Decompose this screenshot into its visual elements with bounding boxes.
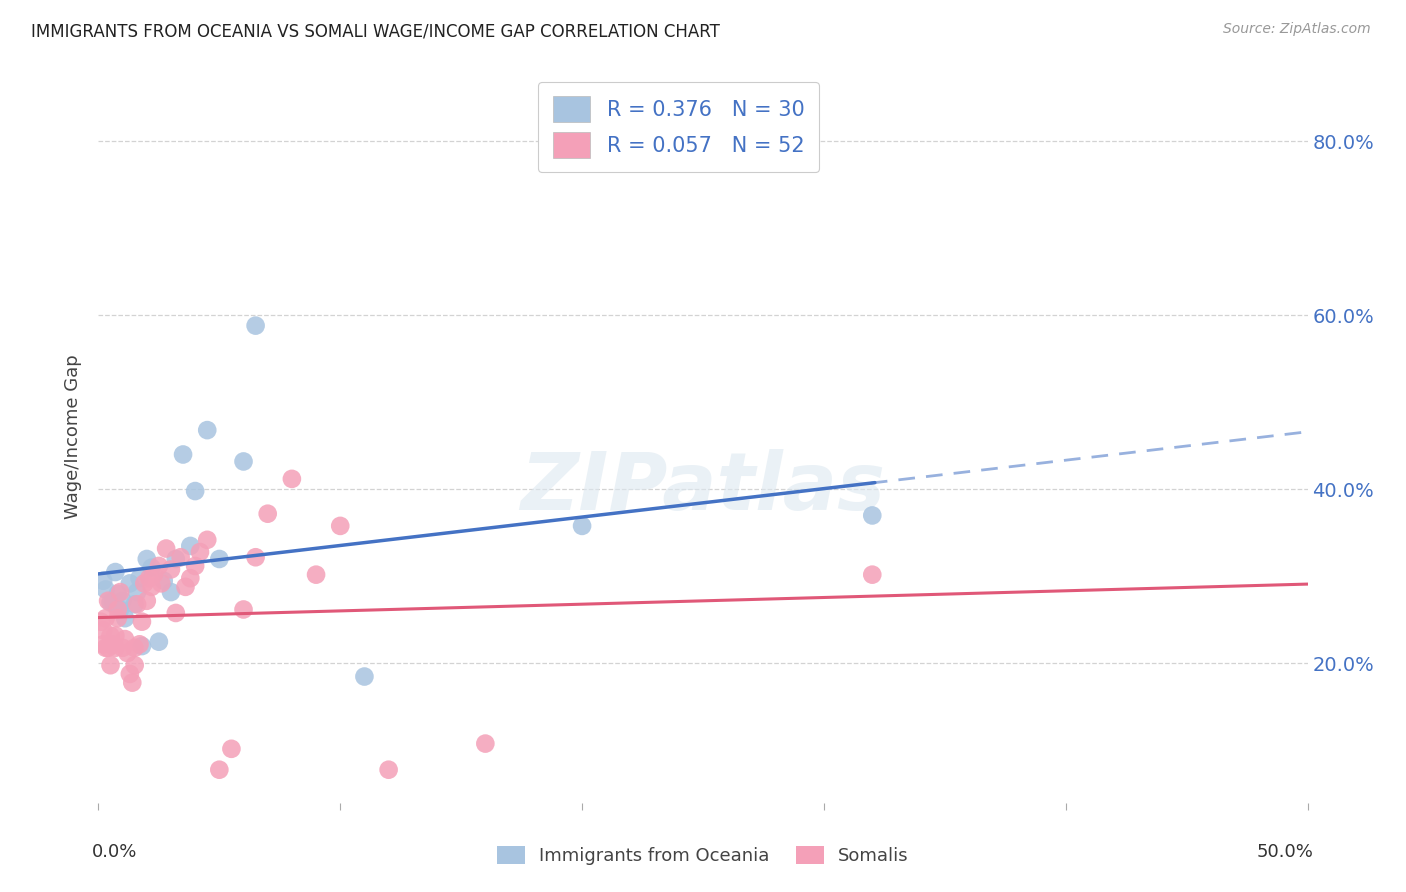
Text: 0.0%: 0.0%	[93, 843, 138, 861]
Point	[124, 597, 146, 611]
Point	[111, 594, 134, 608]
Point	[124, 640, 146, 655]
Point	[232, 602, 254, 616]
Point	[114, 611, 136, 625]
Point	[165, 552, 187, 566]
Point	[160, 562, 183, 576]
Point	[107, 602, 129, 616]
Text: 50.0%: 50.0%	[1257, 843, 1313, 861]
Point	[118, 576, 141, 591]
Point	[165, 606, 187, 620]
Point	[245, 318, 267, 333]
Point	[91, 624, 114, 638]
Point	[195, 533, 218, 547]
Point	[128, 637, 150, 651]
Legend: Immigrants from Oceania, Somalis: Immigrants from Oceania, Somalis	[488, 837, 918, 874]
Point	[150, 576, 173, 591]
Text: ZIPatlas: ZIPatlas	[520, 450, 886, 527]
Point	[152, 574, 174, 588]
Point	[107, 611, 129, 625]
Point	[131, 615, 153, 629]
Point	[179, 539, 201, 553]
Point	[208, 552, 231, 566]
Point	[91, 574, 114, 588]
Text: IMMIGRANTS FROM OCEANIA VS SOMALI WAGE/INCOME GAP CORRELATION CHART: IMMIGRANTS FROM OCEANIA VS SOMALI WAGE/I…	[31, 22, 720, 40]
Point	[571, 519, 593, 533]
Point	[117, 646, 139, 660]
Point	[104, 565, 127, 579]
Point	[100, 658, 122, 673]
Point	[118, 667, 141, 681]
Point	[860, 508, 883, 523]
Point	[195, 423, 218, 437]
Point	[245, 550, 267, 565]
Point	[281, 472, 304, 486]
Point	[111, 640, 134, 655]
Point	[108, 585, 131, 599]
Legend: R = 0.376   N = 30, R = 0.057   N = 52: R = 0.376 N = 30, R = 0.057 N = 52	[538, 82, 820, 172]
Text: Source: ZipAtlas.com: Source: ZipAtlas.com	[1223, 22, 1371, 37]
Point	[121, 675, 143, 690]
Point	[155, 541, 177, 556]
Point	[256, 507, 278, 521]
Point	[100, 595, 122, 609]
Point	[135, 552, 157, 566]
Point	[90, 615, 112, 629]
Point	[107, 587, 129, 601]
Point	[474, 737, 496, 751]
Point	[148, 558, 170, 573]
Point	[104, 640, 127, 655]
Point	[143, 567, 166, 582]
Point	[94, 640, 117, 655]
Point	[135, 594, 157, 608]
Point	[148, 634, 170, 648]
Point	[860, 567, 883, 582]
Point	[377, 763, 399, 777]
Point	[127, 597, 149, 611]
Point	[124, 658, 146, 673]
Point	[94, 582, 117, 597]
Point	[232, 454, 254, 468]
Point	[221, 741, 243, 756]
Point	[179, 571, 201, 585]
Point	[174, 580, 197, 594]
Point	[184, 558, 207, 573]
Point	[329, 519, 352, 533]
Point	[97, 640, 120, 655]
Point	[188, 545, 211, 559]
Point	[141, 580, 163, 594]
Point	[208, 763, 231, 777]
Point	[97, 594, 120, 608]
Point	[104, 629, 127, 643]
Point	[172, 448, 194, 462]
Point	[100, 629, 122, 643]
Point	[128, 571, 150, 585]
Point	[353, 669, 375, 683]
Point	[101, 595, 124, 609]
Point	[101, 637, 124, 651]
Point	[184, 484, 207, 499]
Point	[127, 585, 149, 599]
Point	[305, 567, 328, 582]
Point	[91, 637, 114, 651]
Point	[169, 550, 191, 565]
Point	[134, 576, 156, 591]
Point	[108, 602, 131, 616]
Point	[160, 585, 183, 599]
Point	[114, 632, 136, 646]
Point	[94, 611, 117, 625]
Point	[141, 560, 163, 574]
Point	[131, 639, 153, 653]
Y-axis label: Wage/Income Gap: Wage/Income Gap	[65, 355, 83, 519]
Point	[138, 571, 160, 585]
